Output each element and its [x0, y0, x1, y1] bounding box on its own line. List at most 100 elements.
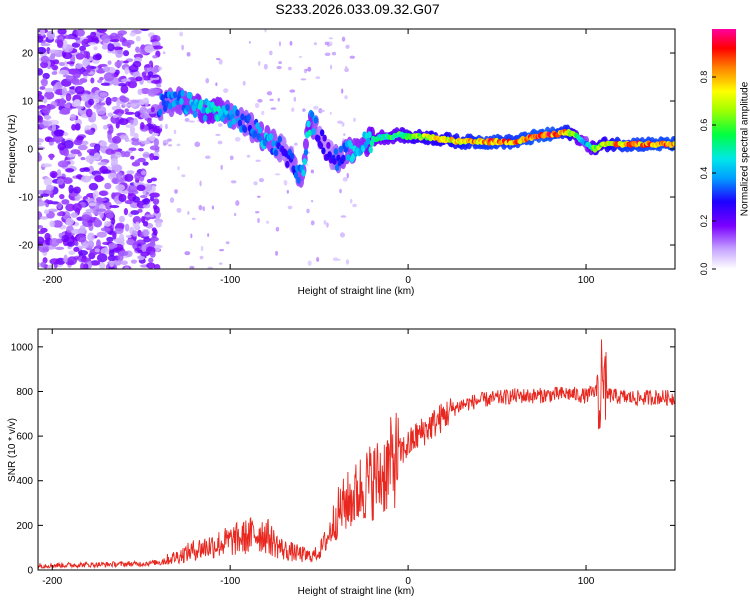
heatmap-blob — [306, 120, 311, 128]
heatmap-blob — [123, 208, 129, 216]
heatmap-blob — [258, 178, 265, 183]
heatmap-blob — [277, 135, 283, 143]
heatmap-blob — [90, 260, 101, 266]
heatmap-blob — [70, 149, 81, 155]
heatmap-blob — [126, 42, 131, 49]
heatmap-blob — [118, 233, 125, 242]
heatmap-blob — [212, 105, 218, 113]
heatmap-blob — [64, 103, 71, 109]
x-tick-label: 100 — [578, 576, 595, 587]
heatmap-blob — [169, 197, 175, 203]
heatmap-blob — [316, 257, 320, 262]
heatmap-blob — [126, 238, 135, 245]
heatmap-blob — [42, 107, 51, 115]
heatmap-blob — [329, 111, 332, 115]
heatmap-blob — [258, 60, 261, 66]
heatmap-blob — [313, 116, 319, 124]
snr-line — [38, 339, 675, 570]
heatmap-blob — [211, 205, 214, 210]
heatmap-blob — [345, 44, 350, 49]
heatmap-blob — [324, 52, 331, 57]
heatmap-blob — [202, 206, 206, 212]
spectrogram-x-label: Height of straight line (km) — [298, 286, 415, 297]
heatmap-blob — [104, 220, 112, 227]
heatmap-blob — [69, 113, 77, 121]
heatmap-blob — [74, 85, 85, 95]
heatmap-blob — [109, 204, 120, 209]
heatmap-blob — [291, 107, 295, 112]
heatmap-blob — [96, 231, 107, 238]
heatmap-blob — [151, 79, 161, 84]
heatmap-blob — [87, 232, 95, 242]
heatmap-blob — [217, 140, 223, 145]
heatmap-blob — [81, 214, 91, 221]
colorbar-gradient — [712, 29, 736, 269]
heatmap-blob — [173, 129, 177, 135]
heatmap-blob — [76, 135, 85, 141]
heatmap-blob — [352, 203, 357, 208]
heatmap-blob — [341, 121, 345, 127]
heatmap-blob — [307, 66, 312, 72]
heatmap-blob — [349, 198, 353, 204]
heatmap-blob — [263, 63, 268, 70]
heatmap-blob — [38, 142, 42, 146]
heatmap-blob — [278, 41, 282, 47]
heatmap-blob — [349, 55, 356, 59]
heatmap-blob — [198, 204, 203, 211]
heatmap-blob — [100, 82, 111, 86]
heatmap-blob — [305, 68, 309, 71]
heatmap-blob — [115, 49, 124, 58]
heatmap-blob — [72, 81, 84, 86]
heatmap-blob — [65, 217, 74, 226]
heatmap-blob — [207, 266, 213, 269]
heatmap-blob — [105, 148, 115, 155]
heatmap-blob — [124, 111, 135, 115]
snr-y-label: SNR (10 * v/v) — [7, 418, 18, 482]
heatmap-blob — [117, 82, 127, 87]
heatmap-blob — [287, 66, 292, 71]
heatmap-blob — [39, 216, 49, 220]
heatmap-blob — [179, 97, 184, 105]
heatmap-blob — [207, 233, 210, 237]
x-tick-label: -100 — [220, 275, 240, 286]
colorbar-tick-label: 0.4 — [699, 167, 709, 180]
heatmap-blob — [82, 59, 91, 67]
y-tick-label: 600 — [16, 432, 33, 443]
heatmap-blob — [184, 117, 190, 122]
heatmap-blob — [49, 220, 56, 228]
heatmap-blob — [105, 96, 112, 106]
heatmap-blob — [344, 95, 348, 100]
heatmap-blob — [96, 239, 101, 249]
heatmap-blob — [109, 39, 120, 43]
heatmap-blob — [42, 72, 50, 80]
heatmap-blob — [257, 98, 263, 103]
heatmap-blob — [273, 149, 279, 157]
heatmap-blob — [47, 30, 56, 40]
heatmap-blob — [57, 142, 66, 151]
x-tick-label: -200 — [42, 576, 62, 587]
heatmap-blob — [139, 194, 148, 199]
heatmap-blob — [120, 97, 130, 103]
heatmap-blob — [63, 132, 69, 137]
heatmap-blob — [142, 161, 149, 166]
heatmap-blob — [82, 242, 89, 249]
heatmap-blob — [82, 71, 89, 76]
heatmap-blob — [142, 97, 149, 103]
heatmap-blob — [142, 204, 151, 209]
heatmap-blob — [346, 172, 349, 179]
heatmap-blob — [49, 170, 58, 178]
heatmap-blob — [87, 208, 94, 213]
heatmap-blob — [135, 35, 141, 42]
heatmap-blob — [328, 37, 334, 40]
heatmap-blob — [53, 129, 65, 137]
heatmap-blob — [119, 177, 124, 184]
heatmap-blob — [93, 46, 98, 51]
heatmap-blob — [140, 170, 147, 176]
heatmap-blob — [88, 202, 97, 207]
heatmap-blob — [146, 178, 153, 184]
heatmap-blob — [80, 262, 85, 269]
heatmap-blob — [56, 212, 64, 217]
heatmap-blob — [38, 152, 41, 162]
heatmap-blob — [57, 202, 62, 210]
